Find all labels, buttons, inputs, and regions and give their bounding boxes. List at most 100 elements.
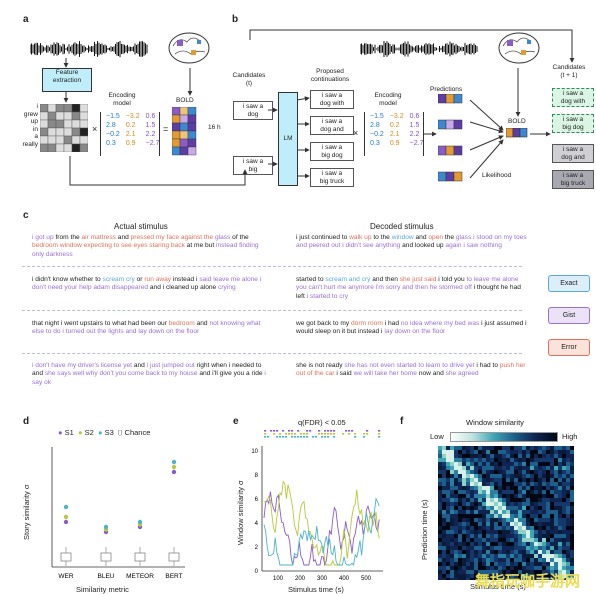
heatmap-cell (514, 490, 518, 494)
heatmap-cell (506, 498, 510, 502)
heatmap-cell (474, 470, 478, 474)
heatmap-cell (438, 522, 442, 526)
heatmap-cell (494, 538, 498, 542)
heatmap-cell (470, 546, 474, 550)
heatmap-cell (554, 550, 558, 554)
matrix-cell: 2.8 (106, 122, 116, 129)
legend-error: Error (548, 339, 590, 356)
heatmap-cell (538, 518, 542, 522)
heatmap-cell (558, 490, 562, 494)
heatmap-cell (514, 454, 518, 458)
heatmap-cell (486, 466, 490, 470)
prediction-bars (438, 94, 463, 182)
e-significance-mark (378, 430, 381, 432)
heatmap-cell (534, 470, 538, 474)
heatmap-cell (502, 554, 506, 558)
brain-icon (168, 32, 210, 64)
heatmap-cell (498, 578, 502, 580)
heatmap-cell (454, 566, 458, 570)
e-significance-mark (324, 430, 327, 432)
heatmap-cell (438, 554, 442, 558)
heatmap-cell (462, 482, 466, 486)
heatmap-cell (502, 510, 506, 514)
heatmap-cell (458, 490, 462, 494)
heatmap-cell (498, 494, 502, 498)
heatmap-cell (570, 522, 574, 526)
heatmap-cell (482, 490, 486, 494)
e-significance-mark (306, 436, 309, 438)
heatmap-cell (466, 494, 470, 498)
e-xtick: 500 (361, 576, 372, 582)
heatmap-cell (570, 514, 574, 518)
heatmap-cell (550, 474, 554, 478)
e-significance-mark (303, 436, 306, 438)
heatmap-cell (490, 558, 494, 562)
heatmap-cell (458, 510, 462, 514)
heatmap-cell (538, 550, 542, 554)
heatmap-cell (446, 558, 450, 562)
heatmap-cell (546, 474, 550, 478)
heatmap-cell (562, 550, 566, 554)
heatmap-cell (550, 546, 554, 550)
heatmap-cell (450, 486, 454, 490)
heatmap-cell (570, 550, 574, 554)
heatmap-cell (462, 474, 466, 478)
heatmap-cell (462, 450, 466, 454)
heatmap-cell (446, 494, 450, 498)
heatmap-cell (526, 566, 530, 570)
heatmap-cell (510, 462, 514, 466)
heatmap-cell (518, 538, 522, 542)
heatmap-cell (546, 466, 550, 470)
heatmap-cell (506, 570, 510, 574)
e-series-line (263, 480, 380, 566)
heatmap-cell (474, 558, 478, 562)
heatmap-cell (462, 542, 466, 546)
heatmap-cell (518, 554, 522, 558)
heatmap-cell (470, 462, 474, 466)
heatmap-cell (494, 530, 498, 534)
heatmap-cell (538, 530, 542, 534)
heatmap-cell (458, 478, 462, 482)
heatmap-cell (514, 506, 518, 510)
matrix-cell: 0.3 (370, 140, 380, 147)
heatmap-cell (454, 494, 458, 498)
heatmap-cell (442, 458, 446, 462)
heatmap-cell (482, 530, 486, 534)
heatmap-cell (498, 446, 502, 450)
legend-s1: S1 (64, 428, 74, 437)
heatmap-cell (446, 538, 450, 542)
heatmap-cell (510, 482, 514, 486)
e-significance-mark (354, 436, 357, 438)
continuation-box: i saw a dog with (310, 90, 354, 109)
heatmap-cell (506, 554, 510, 558)
heatmap-cell (450, 518, 454, 522)
continuation-box: i saw a big truck (310, 168, 354, 187)
heatmap-cell (478, 450, 482, 454)
heatmap-cell (478, 534, 482, 538)
e-significance-mark (348, 430, 351, 432)
heatmap-cell (546, 538, 550, 542)
heatmap-cell (438, 482, 442, 486)
heatmap-cell (530, 530, 534, 534)
heatmap-cell (466, 446, 470, 450)
heatmap-cell (442, 518, 446, 522)
heatmap-cell (498, 486, 502, 490)
heatmap-cell (566, 470, 570, 474)
heatmap-cell (522, 566, 526, 570)
e-significance-mark (327, 436, 330, 438)
heatmap-cell (522, 450, 526, 454)
heatmap-cell (490, 566, 494, 570)
heatmap-cell (502, 482, 506, 486)
heatmap-cell (554, 526, 558, 530)
heatmap-cell (498, 546, 502, 550)
heatmap-cell (474, 566, 478, 570)
heatmap-cell (526, 534, 530, 538)
heatmap-cell (542, 534, 546, 538)
heatmap-cell (530, 498, 534, 502)
heatmap-cell (506, 562, 510, 566)
e-significance-mark (324, 436, 327, 438)
heatmap-cell (454, 478, 458, 482)
heatmap-cell (454, 470, 458, 474)
e-xtick: 200 (295, 576, 306, 582)
heatmap-cell (518, 510, 522, 514)
